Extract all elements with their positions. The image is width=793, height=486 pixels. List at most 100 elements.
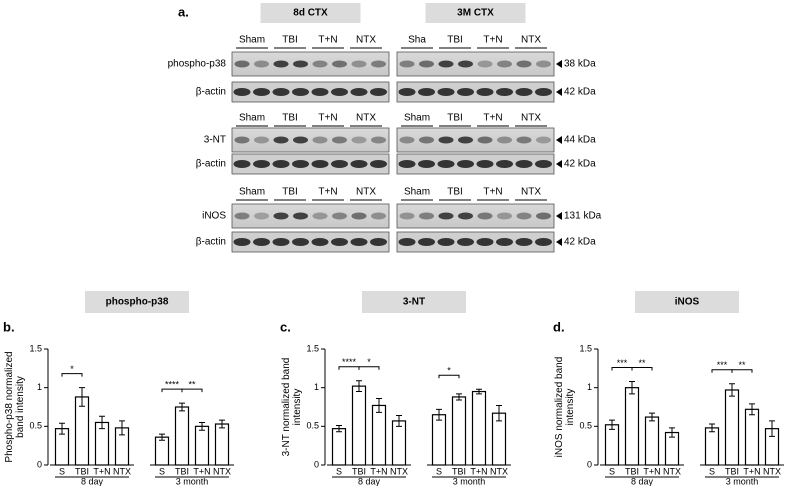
actin-band <box>476 160 494 168</box>
protein-band <box>273 60 289 68</box>
lane-label: Sham <box>239 35 265 46</box>
bar <box>331 428 347 466</box>
arrow <box>556 136 562 144</box>
error-bar <box>496 404 502 422</box>
protein-band <box>536 60 551 68</box>
blot-header: 8d CTX <box>293 8 328 19</box>
error-bar <box>456 393 462 401</box>
panel-label: b. <box>3 319 15 334</box>
protein-label: phospho-p38 <box>168 59 227 70</box>
actin-band <box>496 88 513 96</box>
lane-label: T+N <box>318 113 337 124</box>
error-bar <box>376 397 382 413</box>
kda-label: 42 kDa <box>564 159 596 170</box>
actin-blot <box>396 153 555 175</box>
x-tick-label: T+N <box>643 466 660 476</box>
actin-blot <box>231 153 390 175</box>
significance-label: *** <box>717 360 728 370</box>
group-label: 8 day <box>358 476 381 486</box>
chart-title: iNOS <box>675 297 700 308</box>
actin-band <box>233 238 251 246</box>
bar <box>391 420 407 466</box>
error-bar <box>476 388 482 395</box>
x-tick-label: T+N <box>193 466 210 476</box>
protein-band <box>332 212 347 220</box>
bar <box>724 389 740 466</box>
actin-band <box>331 160 348 168</box>
lane-label: NTX <box>521 35 541 46</box>
lane-label: Sham <box>239 113 265 124</box>
protein-band <box>332 60 347 68</box>
actin-blot <box>396 231 555 253</box>
actin-band <box>515 160 533 168</box>
protein-band <box>234 212 250 220</box>
protein-band <box>351 212 367 220</box>
lane-label: T+N <box>318 35 337 46</box>
kda-label: 131 kDa <box>564 211 602 222</box>
panel-label: c. <box>280 319 291 334</box>
protein-band <box>438 212 454 220</box>
protein-band <box>458 136 473 144</box>
significance-label: * <box>367 357 371 367</box>
lane-label: Sham <box>404 187 430 198</box>
x-tick-label: TBI <box>452 466 466 476</box>
actin-band <box>311 88 329 96</box>
lane-label: TBI <box>282 35 298 46</box>
x-tick-label: S <box>609 466 615 476</box>
lane-label: Sham <box>239 187 265 198</box>
actin-band <box>535 160 552 168</box>
significance-bracket <box>611 366 633 371</box>
actin-band <box>370 160 387 168</box>
chart-title: phospho-p38 <box>106 297 169 308</box>
significance-label: * <box>70 364 74 374</box>
significance-label: **** <box>342 357 357 367</box>
protein-band <box>516 136 532 144</box>
group-label: 8 day <box>631 476 654 486</box>
significance-bracket <box>631 366 653 371</box>
bar <box>704 427 720 466</box>
panel-label: d. <box>553 319 565 334</box>
protein-band <box>273 136 289 144</box>
significance-bracket <box>358 366 380 370</box>
group-label: 3 month <box>453 476 486 486</box>
protein-band <box>536 136 551 144</box>
lane-label: NTX <box>521 187 541 198</box>
error-bar <box>669 427 675 438</box>
title-box <box>85 291 189 313</box>
x-tick-label: TBI <box>175 466 189 476</box>
x-tick-label: NTX <box>213 466 231 476</box>
lane-label: NTX <box>356 35 376 46</box>
protein-band <box>254 136 269 144</box>
chart-title: 3-NT <box>403 297 425 308</box>
bar <box>644 416 660 466</box>
protein-label: 3-NT <box>204 135 226 146</box>
error-bar <box>159 433 165 441</box>
y-tick-label: 1 <box>37 382 42 392</box>
protein-band <box>351 60 367 68</box>
error-bar <box>729 383 735 397</box>
error-bar <box>749 403 755 416</box>
bar <box>154 436 170 466</box>
bar <box>371 404 387 466</box>
y-tick-label: 0 <box>314 459 319 469</box>
protein-band <box>419 60 434 68</box>
lane-label: T+N <box>483 35 502 46</box>
x-tick-label: S <box>336 466 342 476</box>
protein-band <box>516 212 532 220</box>
blot-header: 3M CTX <box>457 8 494 19</box>
protein-band <box>254 60 269 68</box>
x-tick-label: NTX <box>113 466 131 476</box>
y-axis-label: 3-NT normalized band intensity <box>281 357 303 457</box>
significance-label: **** <box>165 380 180 390</box>
protein-band <box>254 212 269 220</box>
x-tick-label: S <box>709 466 715 476</box>
group-label: 3 month <box>176 476 209 486</box>
group-label: 3 month <box>726 476 759 486</box>
x-tick-label: T+N <box>743 466 760 476</box>
x-tick-label: TBI <box>352 466 366 476</box>
y-tick-label: 1 <box>314 382 319 392</box>
error-bar <box>629 380 635 395</box>
actin-band <box>370 238 387 246</box>
header-box <box>260 3 361 23</box>
x-tick-label: S <box>59 466 65 476</box>
